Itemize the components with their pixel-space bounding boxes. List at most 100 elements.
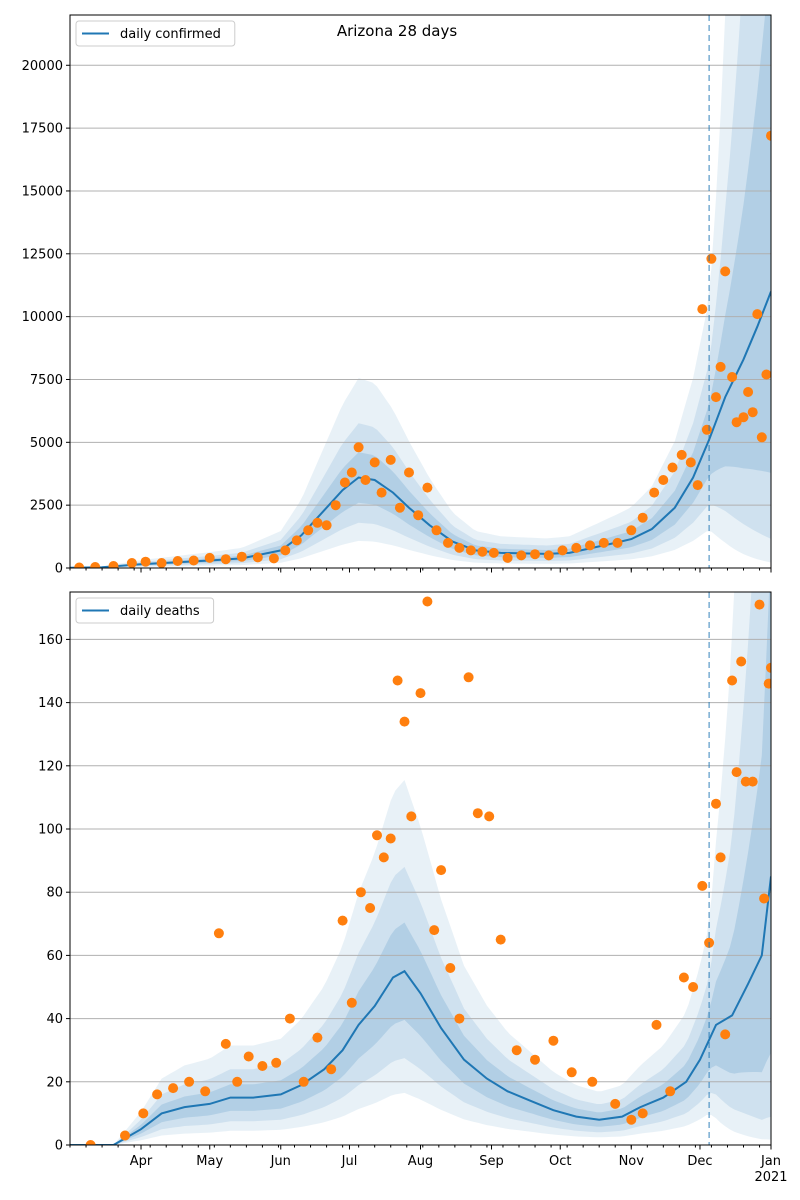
confirmed-data-point bbox=[312, 517, 323, 528]
confirmed-data-point bbox=[585, 540, 595, 551]
confirmed-data-point bbox=[516, 550, 527, 561]
deaths-series-points bbox=[85, 596, 771, 1145]
confirmed-data-point bbox=[465, 545, 476, 556]
deaths-data-point bbox=[697, 880, 708, 891]
deaths-band-inner bbox=[70, 592, 771, 1145]
deaths-data-point bbox=[736, 656, 747, 667]
deaths-data-point bbox=[168, 1083, 179, 1094]
confirmed-data-point bbox=[658, 475, 669, 485]
confirmed-data-point bbox=[752, 309, 763, 320]
deaths-y-tick-label: 140 bbox=[38, 696, 63, 711]
deaths-x-tick-label: Dec bbox=[687, 1154, 712, 1169]
confirmed-data-point bbox=[443, 537, 453, 548]
deaths-data-point bbox=[715, 852, 726, 863]
deaths-data-point bbox=[365, 903, 376, 913]
deaths-uncertainty-bands bbox=[70, 592, 771, 1145]
deaths-data-point bbox=[378, 852, 389, 863]
deaths-data-point bbox=[727, 675, 738, 686]
deaths-data-point bbox=[759, 893, 770, 904]
deaths-plot-area bbox=[70, 592, 771, 1145]
deaths-data-point bbox=[720, 1029, 731, 1040]
deaths-data-point bbox=[337, 915, 348, 926]
confirmed-y-tick-label: 2500 bbox=[30, 499, 63, 514]
confirmed-data-point bbox=[172, 556, 183, 566]
deaths-x-tick-label: Jul bbox=[341, 1154, 358, 1169]
deaths-data-point bbox=[355, 887, 366, 898]
confirmed-band-outer bbox=[70, 15, 771, 568]
deaths-data-point bbox=[399, 716, 410, 727]
confirmed-data-point bbox=[330, 500, 341, 511]
deaths-data-point bbox=[766, 662, 771, 673]
confirmed-data-point bbox=[543, 550, 554, 561]
confirmed-data-point bbox=[204, 552, 215, 563]
confirmed-data-point bbox=[738, 412, 749, 423]
confirmed-data-point bbox=[74, 562, 85, 568]
confirmed-data-point bbox=[422, 482, 433, 493]
confirmed-data-point bbox=[697, 304, 708, 315]
deaths-x-tick-label: Apr bbox=[130, 1154, 153, 1169]
deaths-data-point bbox=[610, 1098, 621, 1109]
deaths-legend-box bbox=[75, 597, 215, 624]
confirmed-data-point bbox=[126, 558, 137, 568]
confirmed-y-tick-label: 10000 bbox=[22, 310, 63, 325]
deaths-data-point bbox=[406, 811, 417, 822]
confirmed-x-axis bbox=[69, 568, 772, 573]
deaths-data-point bbox=[754, 599, 765, 610]
confirmed-data-point bbox=[761, 369, 771, 380]
deaths-x-tick-label: 2021 bbox=[754, 1170, 787, 1185]
confirmed-data-point bbox=[706, 253, 717, 264]
deaths-data-point bbox=[138, 1108, 149, 1119]
deaths-data-point bbox=[326, 1064, 337, 1075]
confirmed-fit-line bbox=[70, 291, 771, 568]
deaths-data-point bbox=[495, 934, 506, 945]
confirmed-plot-area bbox=[70, 15, 771, 568]
deaths-x-tick-label: Jan bbox=[760, 1154, 781, 1169]
confirmed-y-tick-label: 17500 bbox=[22, 122, 63, 137]
confirmed-data-point bbox=[649, 487, 660, 498]
deaths-data-point bbox=[257, 1061, 268, 1071]
deaths-data-point bbox=[740, 776, 751, 787]
confirmed-legend-label: daily confirmed bbox=[120, 27, 221, 42]
confirmed-data-point bbox=[743, 387, 754, 397]
deaths-data-point bbox=[429, 925, 440, 936]
confirmed-data-point bbox=[188, 555, 199, 566]
confirmed-data-point bbox=[268, 553, 279, 564]
deaths-data-point bbox=[665, 1086, 676, 1097]
confirmed-data-point bbox=[747, 407, 758, 418]
confirmed-data-point bbox=[530, 549, 540, 560]
deaths-data-point bbox=[220, 1038, 231, 1049]
confirmed-data-point bbox=[557, 545, 568, 556]
deaths-data-point bbox=[548, 1035, 559, 1046]
deaths-data-point bbox=[200, 1086, 211, 1097]
deaths-x-tick-label: Aug bbox=[408, 1154, 433, 1169]
deaths-data-point bbox=[463, 672, 474, 683]
confirmed-data-point bbox=[252, 552, 263, 563]
confirmed-data-point bbox=[766, 130, 771, 141]
confirmed-data-point bbox=[404, 467, 414, 478]
deaths-y-tick-label: 120 bbox=[38, 759, 63, 774]
deaths-data-point bbox=[372, 830, 382, 841]
confirmed-data-point bbox=[108, 561, 119, 568]
confirmed-band-middle bbox=[70, 15, 771, 568]
confirmed-data-point bbox=[431, 525, 442, 536]
confirmed-uncertainty-bands bbox=[70, 15, 771, 568]
deaths-legend-label: daily deaths bbox=[120, 604, 200, 619]
confirmed-data-point bbox=[280, 545, 291, 556]
deaths-data-point bbox=[472, 808, 483, 819]
deaths-data-point bbox=[415, 688, 426, 699]
deaths-series-lines bbox=[70, 876, 771, 1145]
deaths-chart: 0 20 40 60 80 100 120 140 160 Apr May Jun Jul Aug Sep… bbox=[38, 591, 788, 1185]
confirmed-data-point bbox=[90, 562, 101, 568]
confirmed-data-point bbox=[360, 475, 371, 485]
confirmed-data-point bbox=[598, 537, 609, 548]
confirmed-legend-box bbox=[75, 20, 236, 47]
deaths-data-point bbox=[511, 1045, 522, 1056]
deaths-data-point bbox=[298, 1076, 309, 1087]
confirmed-data-point bbox=[376, 487, 387, 498]
confirmed-data-point bbox=[731, 417, 742, 428]
confirmed-data-point bbox=[353, 442, 364, 453]
deaths-x-tick-label: May bbox=[196, 1154, 223, 1169]
deaths-y-tick-label: 160 bbox=[38, 633, 63, 648]
deaths-data-point bbox=[566, 1067, 577, 1078]
